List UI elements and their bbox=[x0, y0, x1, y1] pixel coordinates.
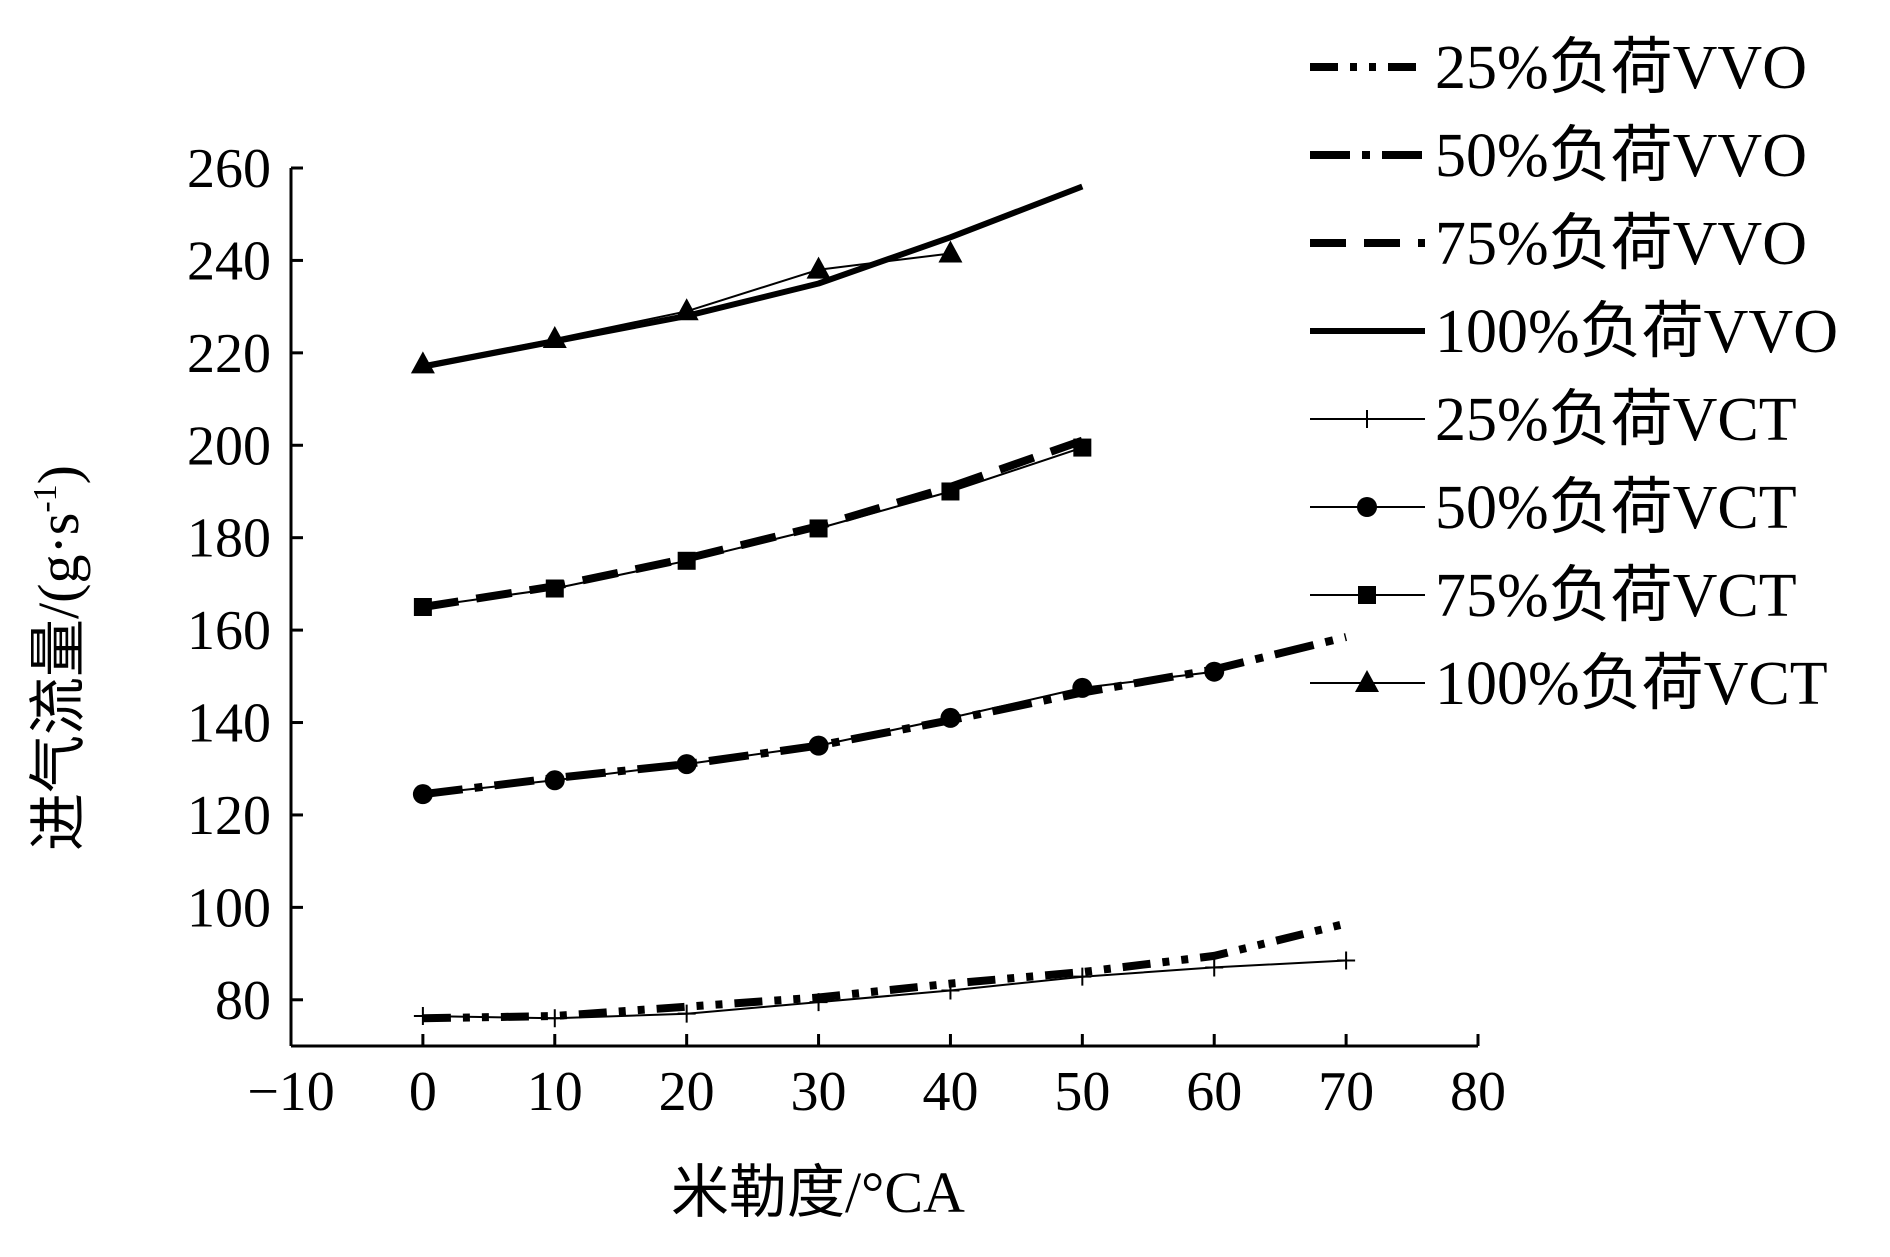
data-point bbox=[1205, 958, 1224, 977]
data-point bbox=[410, 351, 435, 374]
series-6 bbox=[412, 661, 1225, 805]
data-point bbox=[677, 1004, 696, 1023]
data-point bbox=[1204, 661, 1225, 682]
series-line bbox=[422, 959, 1347, 1020]
legend-item: 50%负荷VCT bbox=[1310, 474, 1797, 542]
x-tick-label: 40 bbox=[922, 1061, 978, 1123]
y-axis-label-close: ) bbox=[26, 465, 91, 484]
legend-label: 50%负荷VCT bbox=[1435, 474, 1797, 542]
series-line bbox=[422, 633, 1348, 799]
y-tick-label: 80 bbox=[215, 970, 271, 1032]
legend-marker bbox=[1357, 497, 1377, 517]
data-point bbox=[806, 256, 831, 279]
legend-label: 75%负荷VCT bbox=[1435, 562, 1797, 630]
legend-label: 25%负荷VVO bbox=[1435, 34, 1807, 102]
y-axis-label-main: 进气流量/(g·s bbox=[26, 513, 91, 851]
data-point bbox=[938, 240, 963, 263]
legend-item: 50%负荷VVO bbox=[1310, 122, 1807, 190]
x-tick-label: 20 bbox=[659, 1061, 715, 1123]
x-tick-label: 60 bbox=[1186, 1061, 1242, 1123]
data-point bbox=[544, 770, 565, 791]
series-line bbox=[422, 446, 1083, 608]
data-point bbox=[1073, 438, 1092, 457]
data-point bbox=[1072, 677, 1093, 698]
data-point bbox=[809, 519, 828, 538]
data-point bbox=[941, 482, 960, 501]
data-point bbox=[941, 981, 960, 1000]
legend-label: 100%负荷VCT bbox=[1435, 650, 1828, 718]
legend: 25%负荷VVO 50%负荷VVO 75%负荷VVO 100%负荷VVO 25%负荷VC… bbox=[1310, 34, 1838, 718]
data-point bbox=[542, 325, 567, 348]
series-line bbox=[422, 436, 1084, 611]
x-tick-label: 70 bbox=[1318, 1061, 1374, 1123]
legend-item: 75%负荷VVO bbox=[1310, 210, 1807, 278]
legend-marker bbox=[1355, 670, 1379, 692]
x-tick-label: 80 bbox=[1450, 1061, 1506, 1123]
y-tick-label: 180 bbox=[187, 508, 271, 570]
legend-marker bbox=[1358, 586, 1376, 604]
series-line bbox=[422, 919, 1348, 1023]
legend-label: 75%负荷VVO bbox=[1435, 210, 1807, 278]
legend-label: 50%负荷VVO bbox=[1435, 122, 1807, 190]
x-tick-label: −10 bbox=[247, 1061, 335, 1123]
y-tick-label: 100 bbox=[187, 877, 271, 939]
legend-marker bbox=[1358, 410, 1376, 428]
series-2 bbox=[422, 633, 1348, 799]
plot-area bbox=[410, 183, 1356, 1028]
x-tick-label: 0 bbox=[409, 1061, 437, 1123]
data-point bbox=[412, 784, 433, 805]
data-point bbox=[809, 993, 828, 1012]
axes: 80 100 120 140 160 180 200 220 240 260 −10 0 10 20 30 4… bbox=[187, 138, 1506, 1123]
y-tick-label: 240 bbox=[187, 230, 271, 292]
y-tick-label: 120 bbox=[187, 785, 271, 847]
x-tick-label: 50 bbox=[1054, 1061, 1110, 1123]
y-axis-label-superscript: -1 bbox=[27, 484, 64, 512]
legend-item: 100%负荷VVO bbox=[1310, 298, 1838, 366]
series-5 bbox=[413, 951, 1356, 1028]
data-point bbox=[808, 735, 829, 756]
legend-label: 25%负荷VCT bbox=[1435, 386, 1797, 454]
data-point bbox=[940, 707, 961, 728]
x-axis-label: 米勒度/°CA bbox=[671, 1160, 965, 1225]
data-point bbox=[677, 551, 696, 570]
data-point bbox=[545, 579, 564, 598]
y-tick-label: 140 bbox=[187, 693, 271, 755]
y-axis-label: 进气流量/(g·s-1) bbox=[26, 465, 91, 851]
data-point bbox=[545, 1009, 564, 1028]
data-point bbox=[1337, 951, 1356, 970]
series-1 bbox=[422, 919, 1348, 1023]
y-tick-label: 160 bbox=[187, 600, 271, 662]
series-3 bbox=[422, 436, 1084, 611]
data-point bbox=[674, 298, 699, 321]
x-tick-label: 30 bbox=[791, 1061, 847, 1123]
y-tick-label: 220 bbox=[187, 323, 271, 385]
series-8 bbox=[410, 240, 963, 374]
data-point bbox=[676, 754, 697, 775]
data-point bbox=[1073, 967, 1092, 986]
y-tick-label: 200 bbox=[187, 415, 271, 477]
series-line bbox=[422, 183, 1084, 370]
legend-item: 100%负荷VCT bbox=[1310, 650, 1828, 718]
y-tick-label: 260 bbox=[187, 138, 271, 200]
data-point bbox=[413, 1006, 432, 1025]
legend-label: 100%负荷VVO bbox=[1435, 298, 1838, 366]
legend-item: 25%负荷VCT bbox=[1310, 386, 1797, 454]
legend-item: 75%负荷VCT bbox=[1310, 562, 1797, 630]
data-point bbox=[413, 598, 432, 616]
legend-item: 25%负荷VVO bbox=[1310, 34, 1807, 102]
series-4 bbox=[422, 183, 1084, 370]
x-tick-label: 10 bbox=[527, 1061, 583, 1123]
series-7 bbox=[413, 438, 1092, 616]
